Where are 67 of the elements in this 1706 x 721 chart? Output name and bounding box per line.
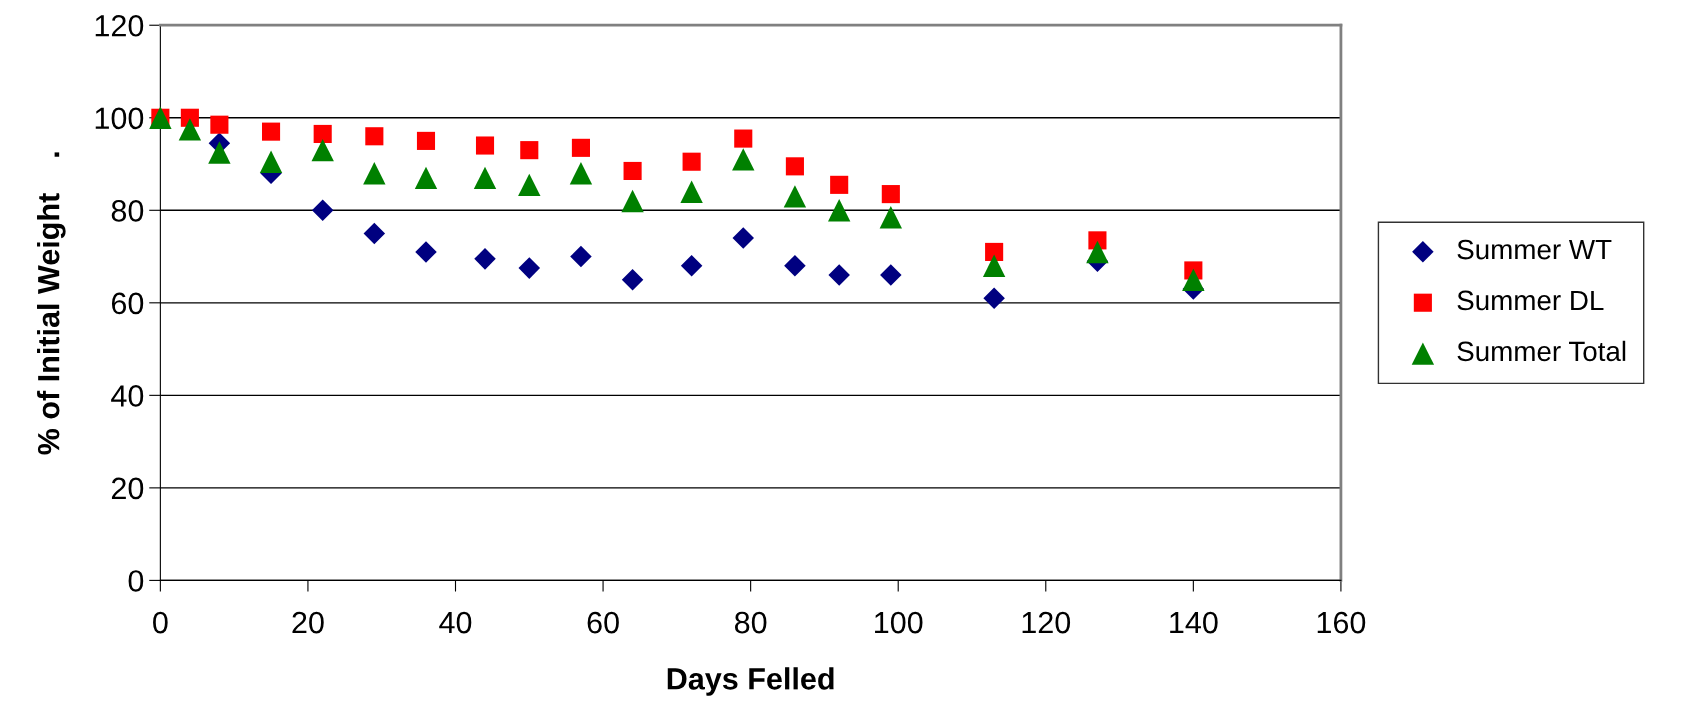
point bbox=[783, 185, 807, 208]
y-tick-label: 60 bbox=[111, 292, 144, 315]
y-tick-label: 120 bbox=[95, 14, 144, 37]
y-tick-label: 40 bbox=[111, 385, 144, 407]
point bbox=[682, 152, 701, 171]
point bbox=[518, 257, 541, 279]
point bbox=[785, 157, 804, 176]
legend-label: Summer DL bbox=[1457, 290, 1604, 311]
x-tick-label: 20 bbox=[292, 611, 324, 634]
x-tick-label: 140 bbox=[1170, 611, 1218, 634]
point bbox=[416, 131, 436, 150]
point bbox=[474, 248, 496, 270]
point bbox=[734, 129, 753, 148]
point bbox=[414, 166, 438, 190]
point bbox=[828, 264, 850, 286]
x-tick-label: 40 bbox=[439, 611, 472, 634]
point bbox=[313, 124, 332, 144]
y-tick-label: 20 bbox=[111, 477, 144, 500]
point bbox=[830, 175, 849, 194]
point bbox=[365, 127, 384, 146]
x-tick-label: 100 bbox=[875, 611, 923, 634]
point bbox=[210, 115, 229, 134]
point bbox=[680, 180, 703, 203]
point bbox=[473, 166, 497, 190]
point bbox=[732, 227, 755, 249]
x-tick-label: 60 bbox=[587, 611, 619, 634]
point bbox=[982, 254, 1006, 278]
point bbox=[178, 118, 202, 141]
point bbox=[1182, 268, 1205, 291]
point bbox=[621, 189, 644, 213]
point bbox=[208, 141, 231, 164]
y-tick-label: 80 bbox=[111, 200, 144, 222]
point bbox=[680, 255, 703, 277]
point bbox=[259, 150, 283, 173]
point bbox=[570, 245, 592, 268]
point bbox=[311, 138, 334, 162]
point bbox=[1086, 240, 1109, 264]
point bbox=[621, 268, 644, 291]
point bbox=[985, 242, 1004, 261]
y-axis-title: % of Initial Weight . bbox=[37, 152, 66, 455]
point bbox=[363, 162, 386, 185]
point bbox=[518, 173, 541, 197]
point bbox=[827, 199, 851, 222]
legend-label: Summer Total bbox=[1457, 340, 1626, 362]
point bbox=[475, 136, 495, 155]
point bbox=[261, 122, 281, 141]
point bbox=[880, 264, 902, 286]
point bbox=[881, 185, 900, 204]
y-tick-label: 100 bbox=[95, 107, 144, 130]
x-axis-title: Days Felled bbox=[667, 667, 834, 696]
x-tick-label: 160 bbox=[1317, 611, 1366, 634]
point bbox=[784, 255, 806, 277]
point bbox=[732, 148, 755, 171]
point bbox=[879, 206, 903, 229]
x-tick-label: 120 bbox=[1022, 611, 1071, 634]
legend-label: Summer WT bbox=[1457, 239, 1612, 260]
point bbox=[623, 161, 642, 181]
point bbox=[311, 199, 334, 222]
point bbox=[571, 138, 590, 157]
point bbox=[569, 162, 593, 185]
y-tick-label: 0 bbox=[128, 570, 144, 592]
point bbox=[363, 222, 386, 245]
x-tick-label: 0 bbox=[153, 611, 168, 634]
x-tick-label: 80 bbox=[734, 611, 767, 634]
point bbox=[415, 241, 437, 263]
point bbox=[520, 141, 539, 160]
point bbox=[983, 287, 1005, 309]
